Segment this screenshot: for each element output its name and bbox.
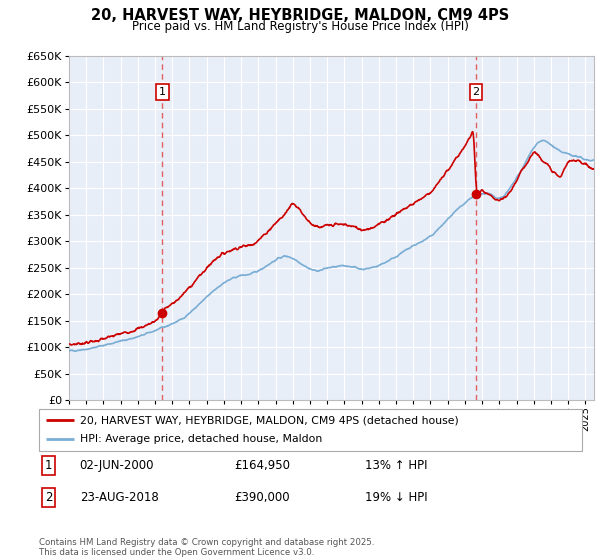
Text: Price paid vs. HM Land Registry's House Price Index (HPI): Price paid vs. HM Land Registry's House … (131, 20, 469, 32)
Text: £164,950: £164,950 (235, 459, 290, 473)
Text: 23-AUG-2018: 23-AUG-2018 (80, 491, 158, 504)
Text: 13% ↑ HPI: 13% ↑ HPI (365, 459, 427, 473)
Text: 19% ↓ HPI: 19% ↓ HPI (365, 491, 427, 504)
Text: 20, HARVEST WAY, HEYBRIDGE, MALDON, CM9 4PS (detached house): 20, HARVEST WAY, HEYBRIDGE, MALDON, CM9 … (80, 415, 458, 425)
Text: 1: 1 (45, 459, 53, 473)
Text: 2: 2 (472, 87, 479, 97)
Text: Contains HM Land Registry data © Crown copyright and database right 2025.
This d: Contains HM Land Registry data © Crown c… (39, 538, 374, 557)
Text: 20, HARVEST WAY, HEYBRIDGE, MALDON, CM9 4PS: 20, HARVEST WAY, HEYBRIDGE, MALDON, CM9 … (91, 8, 509, 24)
Text: HPI: Average price, detached house, Maldon: HPI: Average price, detached house, Mald… (80, 435, 322, 445)
Text: £390,000: £390,000 (235, 491, 290, 504)
Text: 1: 1 (159, 87, 166, 97)
Text: 2: 2 (45, 491, 53, 504)
Text: 02-JUN-2000: 02-JUN-2000 (80, 459, 154, 473)
FancyBboxPatch shape (39, 409, 582, 451)
